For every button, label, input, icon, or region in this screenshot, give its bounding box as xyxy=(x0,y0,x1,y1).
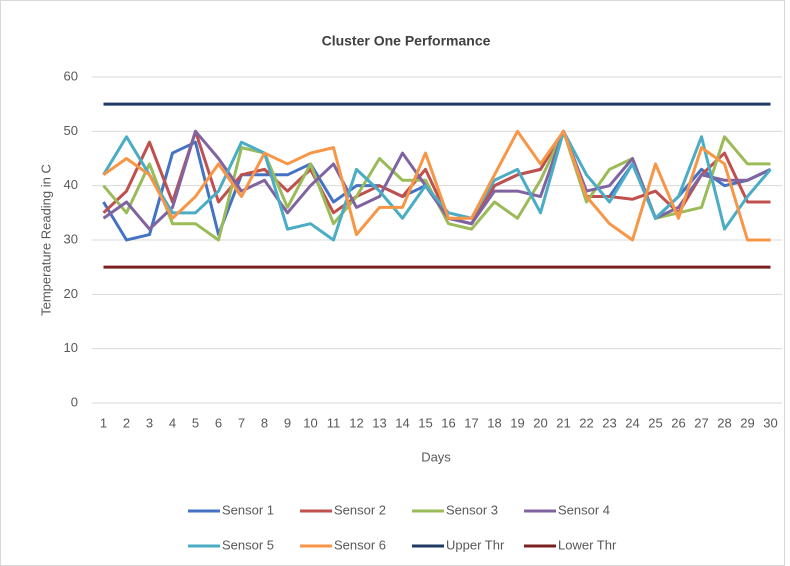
legend-label: Sensor 3 xyxy=(446,502,498,517)
x-tick-label: 20 xyxy=(533,415,547,430)
x-tick-label: 23 xyxy=(602,415,616,430)
x-tick-label: 15 xyxy=(418,415,432,430)
legend-label: Sensor 4 xyxy=(558,502,610,517)
y-tick-label: 50 xyxy=(64,123,78,138)
x-tick-label: 30 xyxy=(763,415,777,430)
y-tick-label: 40 xyxy=(64,177,78,192)
y-tick-label: 20 xyxy=(64,286,78,301)
x-tick-label: 10 xyxy=(303,415,317,430)
x-tick-label: 17 xyxy=(464,415,478,430)
x-tick-label: 13 xyxy=(372,415,386,430)
y-tick-label: 60 xyxy=(64,68,78,83)
x-tick-label: 29 xyxy=(740,415,754,430)
x-tick-label: 5 xyxy=(192,415,199,430)
y-tick-label: 0 xyxy=(71,394,78,409)
x-tick-label: 2 xyxy=(123,415,130,430)
x-tick-label: 11 xyxy=(327,415,341,430)
x-tick-label: 9 xyxy=(284,415,291,430)
x-tick-label: 6 xyxy=(215,415,222,430)
x-tick-label: 3 xyxy=(146,415,153,430)
x-tick-label: 8 xyxy=(261,415,268,430)
x-tick-label: 14 xyxy=(395,415,409,430)
legend-label: Sensor 2 xyxy=(334,502,386,517)
y-axis-label: Temperature Reading in C xyxy=(38,164,53,316)
x-axis-label: Days xyxy=(421,449,451,464)
x-tick-label: 24 xyxy=(625,415,639,430)
legend-label: Upper Thr xyxy=(446,537,505,552)
x-tick-label: 12 xyxy=(349,415,363,430)
legend-label: Lower Thr xyxy=(558,537,617,552)
x-tick-label: 25 xyxy=(648,415,662,430)
x-tick-label: 22 xyxy=(579,415,593,430)
x-tick-label: 4 xyxy=(169,415,176,430)
y-tick-label: 30 xyxy=(64,231,78,246)
legend-label: Sensor 1 xyxy=(222,502,274,517)
x-tick-label: 28 xyxy=(717,415,731,430)
y-tick-label: 10 xyxy=(64,340,78,355)
chart-title: Cluster One Performance xyxy=(322,33,491,49)
x-tick-label: 7 xyxy=(238,415,245,430)
legend-label: Sensor 6 xyxy=(334,537,386,552)
x-tick-label: 18 xyxy=(487,415,501,430)
x-tick-label: 21 xyxy=(556,415,570,430)
x-tick-label: 16 xyxy=(441,415,455,430)
legend-label: Sensor 5 xyxy=(222,537,274,552)
x-tick-label: 19 xyxy=(510,415,524,430)
series-line xyxy=(102,129,771,242)
x-tick-label: 1 xyxy=(100,415,107,430)
x-tick-label: 27 xyxy=(694,415,708,430)
series-line xyxy=(102,129,772,242)
series-line xyxy=(102,129,771,226)
x-tick-label: 26 xyxy=(671,415,685,430)
